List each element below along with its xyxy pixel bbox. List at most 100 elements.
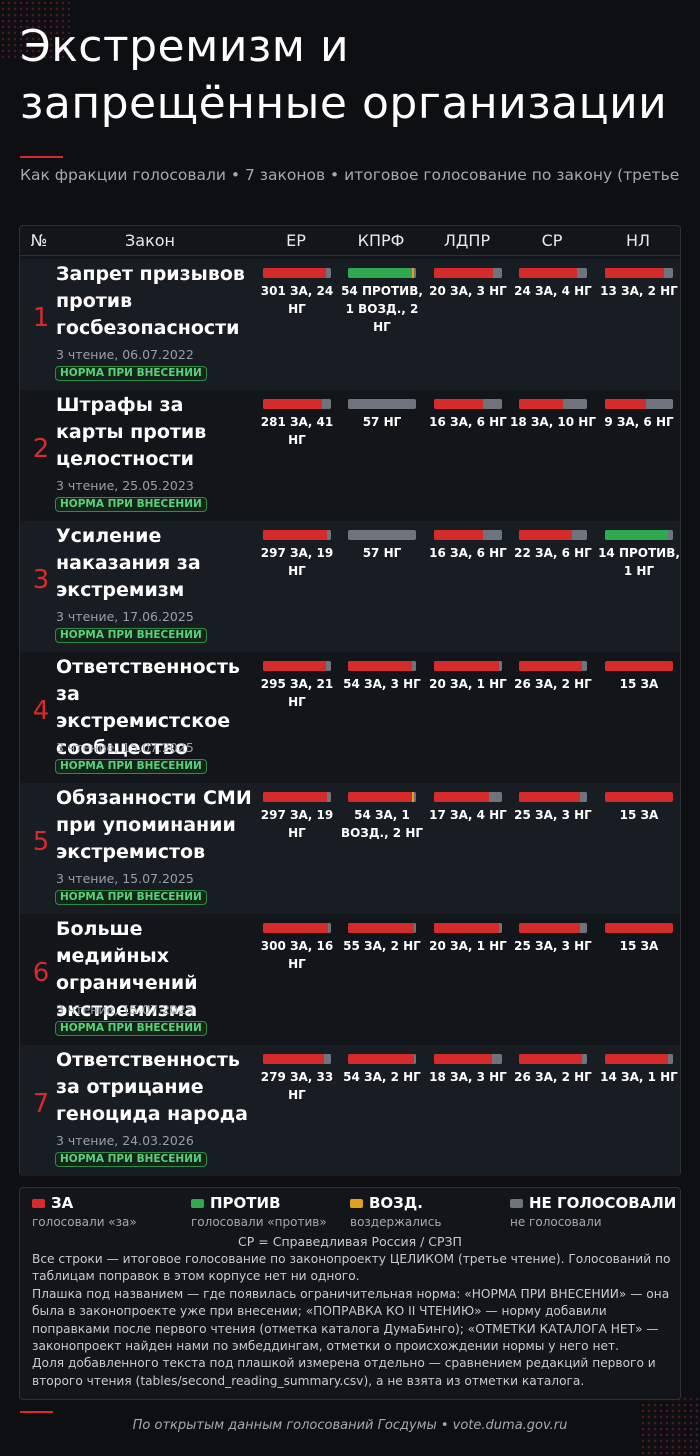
vote-bar: [605, 530, 673, 540]
law-title: Запрет призывов против госбезопасности: [56, 263, 245, 339]
vote-bar: [348, 792, 416, 802]
vote-bar-segment-za: [434, 399, 484, 409]
vote-cell: 281 ЗА, 41 НГ: [261, 398, 339, 498]
vote-bar-segment-ng: [413, 792, 416, 802]
origin-badge: НОРМА ПРИ ВНЕСЕНИИ: [55, 497, 207, 512]
vote-cell: 54 ПРОТИВ, 1 ВОЗД., 2 НГ: [341, 267, 424, 367]
law-reading-date: 3 чтение, 25.05.2023: [56, 478, 194, 493]
vote-cell-text: 301 ЗА, 24 НГ: [260, 284, 334, 316]
vote-bar-segment-za: [263, 1054, 324, 1064]
origin-badge: НОРМА ПРИ ВНЕСЕНИИ: [55, 1152, 207, 1167]
vote-bar: [434, 268, 502, 278]
law-reading-date: 3 чтение, 24.03.2026: [56, 1133, 194, 1148]
vote-cell: 18 ЗА, 3 НГ: [429, 1053, 510, 1153]
vote-cell-text: 9 ЗА, 6 НГ: [604, 415, 674, 429]
vote-cell: 22 ЗА, 6 НГ: [514, 529, 595, 629]
vote-cell: 297 ЗА, 19 НГ: [261, 529, 339, 629]
vote-bar-segment-za: [605, 792, 673, 802]
vote-bar: [434, 399, 502, 409]
law-title: Усиление наказания за экстремизм: [56, 525, 201, 601]
vote-bar: [348, 1054, 416, 1064]
row-number: 2: [32, 434, 50, 464]
legend-note: Все строки — итоговое голосование по зак…: [32, 1252, 671, 1284]
vote-cell: 279 ЗА, 33 НГ: [261, 1053, 339, 1153]
decorative-dots: [0, 0, 70, 60]
vote-bar: [519, 792, 587, 802]
vote-bar-segment-ng: [582, 1054, 587, 1064]
vote-cell-text: 55 ЗА, 2 НГ: [343, 939, 421, 953]
vote-bar-segment-za: [605, 1054, 669, 1064]
legend-abbreviation: СР = Справедливая Россия / СРЗП: [238, 1234, 462, 1249]
vote-cell-text: 297 ЗА, 19 НГ: [260, 546, 334, 578]
vote-bar-segment-za: [434, 661, 499, 671]
header-kprf: КПРФ: [357, 231, 405, 250]
vote-bar-segment-ng: [498, 661, 502, 671]
vote-bar: [605, 1054, 673, 1064]
law-reading-date: 3 чтение, 06.07.2022: [56, 347, 194, 362]
vote-bar-segment-ng: [645, 399, 673, 409]
vote-bar-segment-za: [434, 530, 484, 540]
vote-bar-segment-ng: [413, 268, 416, 278]
vote-bar: [519, 661, 587, 671]
vote-cell: 14 ПРОТИВ, 1 НГ: [598, 529, 681, 629]
title-accent-line: [20, 156, 63, 158]
row-number: 7: [32, 1089, 50, 1119]
vote-cell-text: 14 ПРОТИВ, 1 НГ: [598, 546, 680, 578]
vote-cell: 18 ЗА, 10 НГ: [510, 398, 596, 498]
vote-bar-segment-za: [434, 1054, 493, 1064]
vote-cell: 25 ЗА, 3 НГ: [514, 791, 595, 891]
vote-bar-segment-vozd: [411, 268, 414, 278]
vote-bar-segment-za: [519, 399, 563, 409]
footer-source: По открытым данным голосований Госдумы •…: [132, 1418, 568, 1433]
vote-bar: [263, 792, 331, 802]
vote-bar-segment-ng: [322, 399, 331, 409]
vote-cell-text: 18 ЗА, 3 НГ: [429, 1070, 507, 1084]
vote-bar-segment-ng: [579, 792, 587, 802]
legend-desc: не голосовали: [510, 1215, 602, 1229]
vote-bar: [605, 661, 673, 671]
vote-bar-segment-za: [348, 792, 412, 802]
vote-bar: [519, 268, 587, 278]
vote-bar-segment-za: [263, 530, 327, 540]
vote-bar-segment-ng: [579, 923, 587, 933]
row-number: 5: [32, 827, 50, 857]
header-sr: СР: [541, 231, 563, 250]
vote-bar-segment-za: [519, 792, 580, 802]
table-row: 2 Штрафы за карты против целостности 3 чте…: [20, 390, 680, 521]
legend-swatch: [510, 1199, 523, 1208]
vote-cell: 9 ЗА, 6 НГ: [603, 398, 681, 498]
vote-cell-text: 26 ЗА, 2 НГ: [514, 677, 592, 691]
legend-label: НЕ ГОЛОСОВАЛИ: [529, 1194, 677, 1212]
vote-bar: [605, 923, 673, 933]
vote-bar: [434, 661, 502, 671]
vote-cell-text: 16 ЗА, 6 НГ: [429, 415, 507, 429]
vote-cell: 24 ЗА, 4 НГ: [514, 267, 595, 367]
vote-bar-segment-za: [263, 792, 327, 802]
vote-bar-segment-za: [605, 399, 646, 409]
vote-cell-text: 22 ЗА, 6 НГ: [514, 546, 592, 560]
decorative-dots: [640, 1396, 700, 1456]
vote-bar-segment-ng: [489, 792, 502, 802]
vote-bar: [519, 923, 587, 933]
vote-cell: 57 НГ: [346, 398, 424, 498]
vote-bar: [263, 399, 331, 409]
legend-desc: голосовали «за»: [32, 1215, 137, 1229]
vote-bar: [263, 661, 331, 671]
law-reading-date: 3 чтение, 15.07.2025: [56, 871, 194, 886]
vote-cell-text: 279 ЗА, 33 НГ: [260, 1070, 334, 1102]
vote-bar-segment-ng: [327, 923, 331, 933]
vote-cell: 57 НГ: [346, 529, 424, 629]
law-reading-date: 3 чтение, 15.07.2025: [56, 1002, 194, 1017]
law-title: Ответственность за отрицание геноцида на…: [56, 1049, 248, 1125]
vote-bar-segment-za: [348, 923, 414, 933]
vote-bar-segment-ng: [483, 530, 502, 540]
vote-cell-text: 15 ЗА: [619, 808, 659, 822]
origin-badge: НОРМА ПРИ ВНЕСЕНИИ: [55, 628, 207, 643]
row-number: 4: [32, 696, 50, 726]
legend-label: ЗА: [51, 1194, 74, 1212]
table-row: 7 Ответственность за отрицание геноцида н…: [20, 1045, 680, 1176]
vote-cell-text: 13 ЗА, 2 НГ: [600, 284, 678, 298]
vote-cell: 297 ЗА, 19 НГ: [261, 791, 339, 891]
law-title: Обязанности СМИ при упоминании экстремис…: [56, 787, 252, 863]
header-law: Закон: [125, 231, 175, 250]
